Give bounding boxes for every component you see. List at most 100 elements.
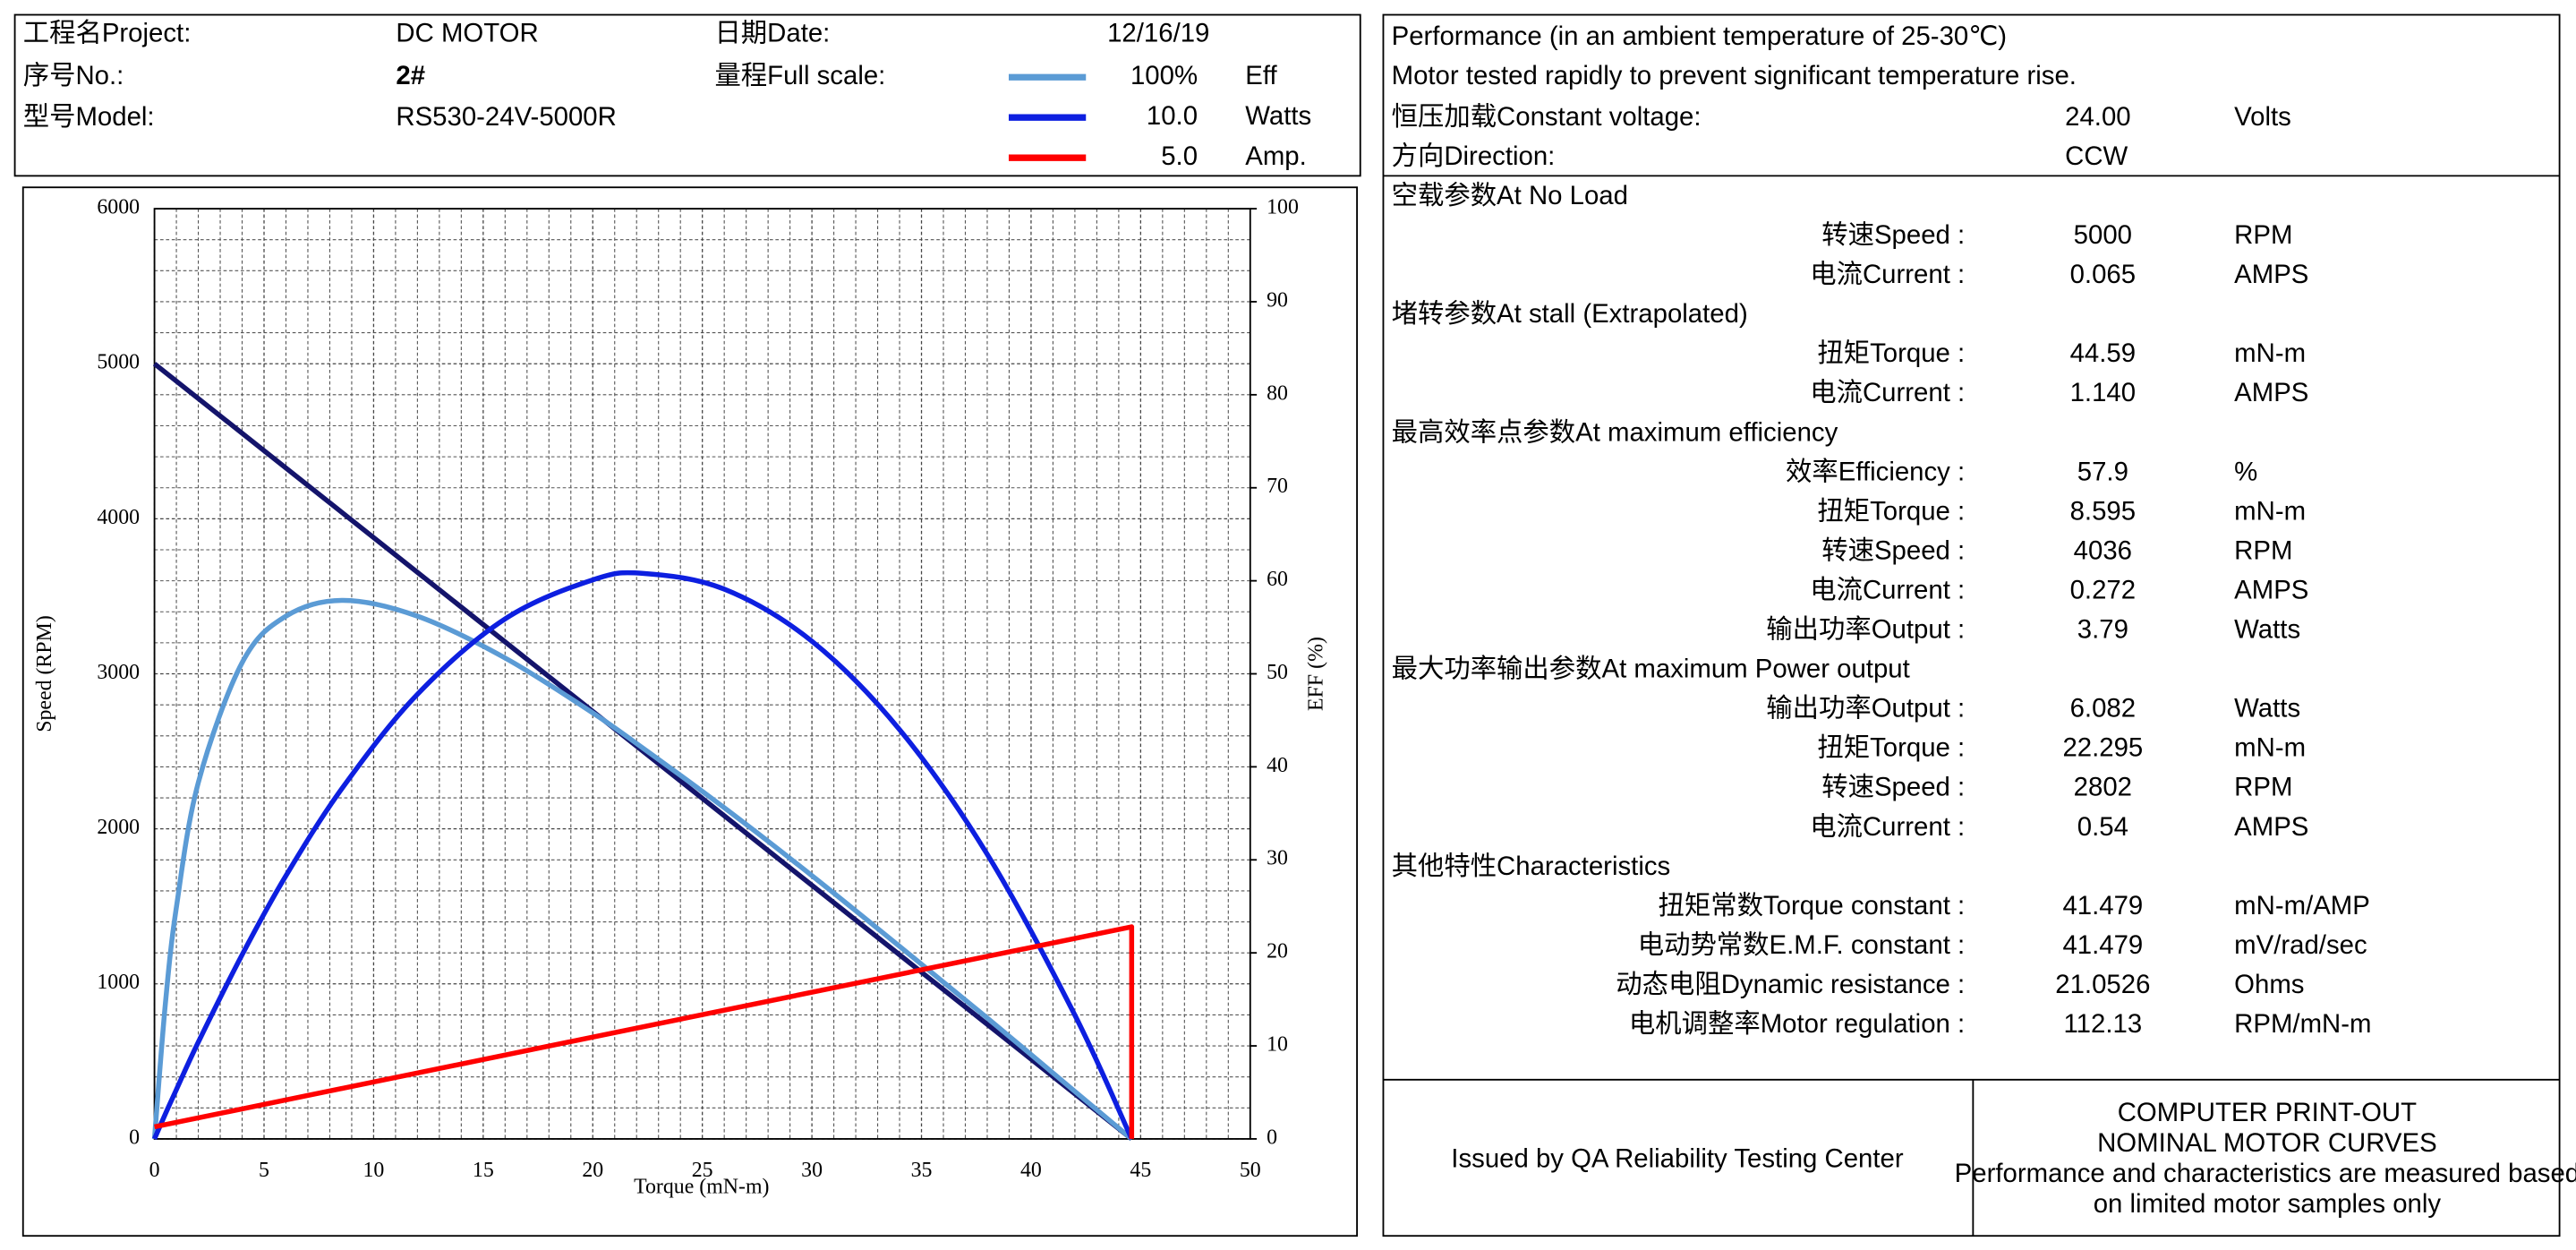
condition-unit: Volts: [2234, 102, 2291, 132]
row-unit: Watts: [2234, 694, 2300, 723]
y2-tick-label: 0: [1267, 1126, 1277, 1149]
x-tick-label: 30: [801, 1159, 823, 1182]
row-label: 动态电阻Dynamic resistance :: [1616, 970, 1965, 999]
row-value: 41.479: [2062, 930, 2143, 960]
row-value: 5000: [2074, 220, 2132, 250]
row-label: 输出功率Output :: [1766, 615, 1965, 645]
project: DC MOTOR: [396, 18, 538, 47]
row-value: 8.595: [2070, 496, 2136, 526]
x-tick-label: 5: [259, 1159, 269, 1182]
row-unit: AMPS: [2234, 378, 2308, 407]
row-value: 22.295: [2062, 733, 2143, 763]
y-tick-label: 3000: [97, 661, 140, 684]
no-label: 序号No.:: [23, 61, 124, 90]
row-label: 扭矩常数Torque constant :: [1659, 891, 1966, 920]
x-tick-label: 20: [582, 1159, 603, 1182]
y2-tick-label: 10: [1267, 1033, 1288, 1057]
row-value: 0.272: [2070, 575, 2136, 604]
row-unit: Ohms: [2234, 970, 2304, 999]
row-label: 电机调整率Motor regulation :: [1629, 1009, 1965, 1039]
date: 12/16/19: [1107, 18, 1209, 47]
condition-value: 24.00: [2065, 102, 2130, 132]
y2-tick-label: 50: [1267, 661, 1288, 684]
performance-title: Performance (in an ambient temperature o…: [1392, 21, 2007, 51]
row-label: 转速Speed :: [1821, 535, 1965, 565]
row-label: 输出功率Output :: [1766, 694, 1965, 723]
row-value: 2802: [2074, 773, 2132, 802]
x-tick-label: 0: [149, 1159, 160, 1182]
performance-box: [1382, 13, 2561, 1237]
series-line: [152, 569, 1134, 1141]
row-label: 电流Current :: [1810, 378, 1965, 407]
row-value: 0.065: [2070, 260, 2136, 289]
no: 2#: [396, 61, 425, 90]
row-unit: RPM/mN-m: [2234, 1009, 2371, 1039]
legend-scale: 100%: [1130, 61, 1198, 90]
row-unit: Watts: [2234, 615, 2300, 645]
x-tick-label: 10: [363, 1159, 384, 1182]
y2-tick-label: 90: [1267, 288, 1288, 312]
series-line: [154, 924, 1135, 1139]
x-tick-label: 50: [1240, 1159, 1261, 1182]
y2-tick-label: 100: [1267, 196, 1299, 219]
legend-label: Watts: [1245, 101, 1311, 131]
row-value: 21.0526: [2055, 970, 2150, 999]
legend-scale: 10.0: [1147, 101, 1198, 131]
legend-label: Eff: [1245, 61, 1277, 90]
row-unit: AMPS: [2234, 260, 2308, 289]
row-label: 电流Current :: [1810, 260, 1965, 289]
y2-tick-label: 30: [1267, 847, 1288, 870]
date-label: 日期Date:: [714, 18, 830, 47]
section-title: 最高效率点参数At maximum efficiency: [1392, 417, 1838, 447]
x-axis-title: Torque (mN-m): [634, 1175, 769, 1198]
y-tick-label: 6000: [97, 196, 140, 219]
x-tick-label: 25: [692, 1159, 713, 1182]
section-title: 最大功率输出参数At maximum Power output: [1392, 655, 1910, 684]
row-value: 3.79: [2077, 615, 2128, 645]
y-tick-label: 1000: [97, 971, 140, 994]
row-unit: mN-m: [2234, 496, 2306, 526]
issuer: Issued by QA Reliability Testing Center: [1451, 1144, 1904, 1174]
section-title: 空载参数At No Load: [1392, 181, 1628, 210]
row-value: 112.13: [2064, 1009, 2143, 1039]
model-label: 型号Model:: [23, 102, 155, 132]
row-label: 转速Speed :: [1821, 220, 1965, 250]
legend-scale: 5.0: [1161, 141, 1198, 171]
footer-note: Performance and characteristics are meas…: [1955, 1159, 2576, 1188]
project-label: 工程名Project:: [23, 18, 192, 47]
row-label: 电流Current :: [1810, 575, 1965, 604]
footer-note: COMPUTER PRINT-OUT: [2118, 1098, 2417, 1127]
x-tick-label: 40: [1020, 1159, 1042, 1182]
section-title: 堵转参数At stall (Extrapolated): [1392, 299, 1748, 329]
y2-tick-label: 70: [1267, 475, 1288, 498]
row-unit: RPM: [2234, 773, 2292, 802]
row-unit: mN-m: [2234, 338, 2306, 368]
performance-note: Motor tested rapidly to prevent signific…: [1392, 61, 2077, 90]
x-tick-label: 35: [911, 1159, 933, 1182]
row-label: 电动势常数E.M.F. constant :: [1638, 930, 1965, 960]
y-tick-label: 5000: [97, 351, 140, 374]
row-unit: RPM: [2234, 220, 2292, 250]
row-unit: AMPS: [2234, 812, 2308, 842]
row-unit: mN-m: [2234, 733, 2306, 763]
row-label: 电流Current :: [1810, 812, 1965, 842]
row-label: 扭矩Torque :: [1817, 733, 1965, 763]
footer-note: on limited motor samples only: [2094, 1189, 2442, 1219]
header-box: [13, 13, 1361, 177]
footer-note: NOMINAL MOTOR CURVES: [2097, 1128, 2437, 1158]
row-unit: %: [2234, 457, 2257, 486]
row-unit: AMPS: [2234, 575, 2308, 604]
legend-label: Amp.: [1245, 141, 1307, 171]
condition-value: CCW: [2065, 141, 2128, 171]
section-title: 其他特性Characteristics: [1392, 852, 1671, 881]
row-unit: mV/rad/sec: [2234, 930, 2367, 960]
row-value: 6.082: [2070, 694, 2136, 723]
condition-label: 方向Direction:: [1392, 141, 1556, 171]
series-line: [151, 597, 1134, 1142]
y2-axis-title: EFF (%): [1305, 637, 1328, 711]
chart-box: [21, 186, 1359, 1237]
row-unit: mN-m/AMP: [2234, 891, 2370, 920]
y-tick-label: 0: [129, 1126, 140, 1149]
scale-label: 量程Full scale:: [714, 61, 885, 90]
